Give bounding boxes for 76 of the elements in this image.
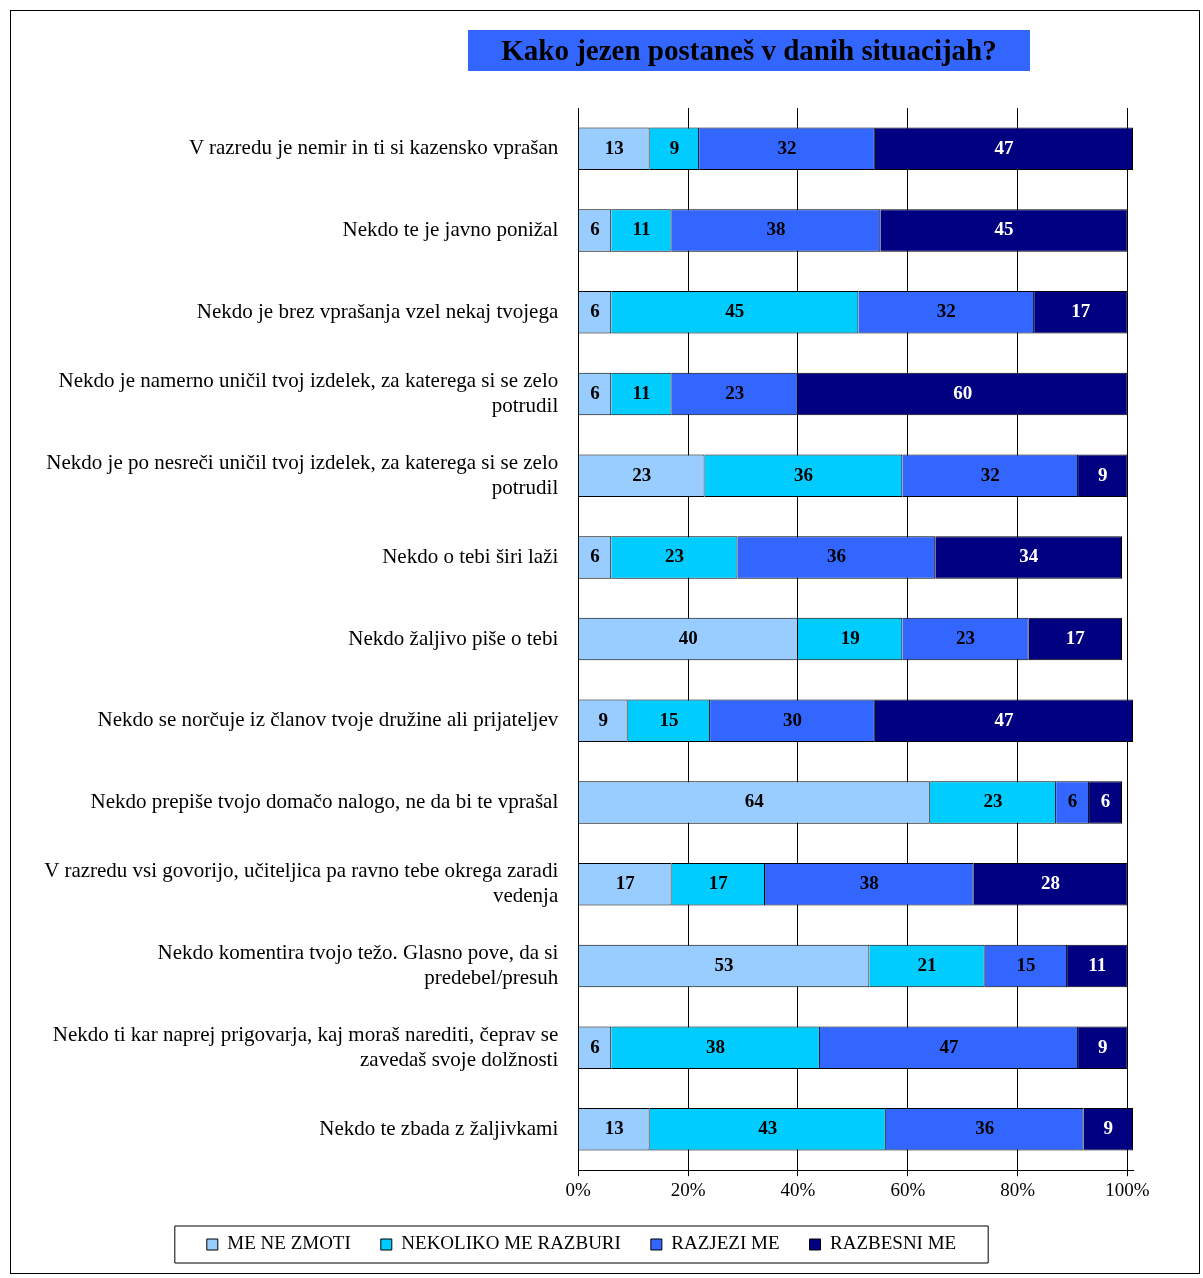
data-label: 17 xyxy=(708,872,729,894)
data-label: 23 xyxy=(983,790,1003,812)
data-label: 38 xyxy=(706,1035,726,1057)
x-tick-label: 20% xyxy=(670,1178,706,1200)
legend-label: RAZJEZI ME xyxy=(671,1232,780,1254)
data-label: 47 xyxy=(994,136,1014,158)
data-label: 45 xyxy=(725,300,745,322)
y-tick-label: Nekdo se norčuje iz članov tvoje družine ali prijateljev xyxy=(97,707,559,732)
data-label: 21 xyxy=(917,953,937,975)
data-label: 17 xyxy=(615,872,636,894)
data-label: 17 xyxy=(1071,300,1091,322)
data-label: 17 xyxy=(1065,627,1086,649)
data-label: 38 xyxy=(859,872,879,894)
y-tick-label: V razredu je nemir in ti si kazensko vprašan xyxy=(188,135,559,160)
data-label: 11 xyxy=(1088,953,1107,975)
data-label: 11 xyxy=(632,218,651,240)
x-tick-label: 60% xyxy=(890,1178,926,1200)
y-tick-label: V razredu vsi govorijo, učiteljica pa ravno tebe okrega zaradi vedenja xyxy=(44,858,559,908)
data-label: 32 xyxy=(777,136,797,158)
data-label: 9 xyxy=(1098,463,1108,485)
y-tick-label: Nekdo o tebi širi laži xyxy=(382,543,559,568)
y-tick-label: Nekdo je namerno uničil tvoj izdelek, za katerega si se zelo potrudil xyxy=(58,367,559,418)
data-label: 9 xyxy=(598,708,608,730)
data-label: 9 xyxy=(1098,1035,1108,1057)
data-label: 38 xyxy=(766,218,786,240)
data-label: 36 xyxy=(793,463,813,485)
legend-label: NEKOLIKO ME RAZBURI xyxy=(401,1232,621,1254)
data-label: 53 xyxy=(714,953,734,975)
data-label: 13 xyxy=(604,136,624,158)
data-label: 28 xyxy=(1041,872,1061,894)
data-label: 45 xyxy=(994,218,1014,240)
data-label: 6 xyxy=(590,300,600,322)
data-label: 6 xyxy=(590,381,600,403)
y-tick-label: Nekdo te zbada z žaljivkami xyxy=(319,1115,559,1140)
data-label: 23 xyxy=(664,545,684,567)
data-label: 60 xyxy=(953,381,973,403)
data-label: 47 xyxy=(939,1035,960,1057)
x-tick-label: 80% xyxy=(1000,1178,1036,1200)
data-label: 9 xyxy=(1103,1117,1114,1139)
data-label: 36 xyxy=(975,1117,995,1139)
data-label: 23 xyxy=(955,627,975,649)
y-tick-label: Nekdo je po nesreči uničil tvoj izdelek, za katerega si se zelo potrudil xyxy=(46,449,559,499)
data-label: 15 xyxy=(1016,953,1036,975)
data-label: 40 xyxy=(678,627,698,649)
data-label: 43 xyxy=(758,1117,778,1139)
data-label: 19 xyxy=(840,627,860,649)
data-label: 6 xyxy=(590,1035,600,1057)
data-label: 23 xyxy=(725,381,745,403)
data-label: 6 xyxy=(590,218,600,240)
data-label: 6 xyxy=(1067,790,1078,812)
data-label: 11 xyxy=(632,381,651,403)
data-label: 6 xyxy=(1100,790,1111,812)
data-label: 64 xyxy=(744,790,765,812)
y-tick-label: Nekdo je brez vprašanja vzel nekaj tvojega xyxy=(196,298,559,323)
data-label: 32 xyxy=(980,463,1000,485)
data-label: 36 xyxy=(826,545,846,567)
y-tick-label: Nekdo te je javno ponižal xyxy=(342,217,559,242)
data-label: 15 xyxy=(659,708,679,730)
y-tick-label: Nekdo prepiše tvojo domačo nalogo, ne da bi te vprašal xyxy=(90,789,559,814)
x-tick-label: 100% xyxy=(1105,1178,1150,1200)
data-label: 23 xyxy=(632,463,652,485)
chart-title: Kako jezen postaneš v danih situacijah? xyxy=(468,30,1030,71)
y-tick-label: Nekdo ti kar naprej prigovarja, kaj moraš narediti, čeprav se zavedaš svoje dolžnosti xyxy=(52,1021,559,1071)
data-label: 9 xyxy=(669,136,680,158)
data-label: 34 xyxy=(1019,545,1039,567)
data-label: 6 xyxy=(590,545,600,567)
y-tick-label: Nekdo komentira tvojo težo. Glasno pove, da si predebel/presuh xyxy=(157,939,559,990)
legend-label: ME NE ZMOTI xyxy=(227,1232,351,1254)
legend-label: RAZBESNI ME xyxy=(830,1232,957,1254)
x-tick-label: 0% xyxy=(565,1178,592,1200)
data-label: 47 xyxy=(994,708,1014,730)
data-label: 13 xyxy=(604,1117,624,1139)
x-tick-label: 40% xyxy=(780,1178,816,1200)
data-label: 32 xyxy=(936,300,956,322)
y-tick-label: Nekdo žaljivo piše o tebi xyxy=(348,625,559,650)
data-label: 30 xyxy=(782,708,802,730)
